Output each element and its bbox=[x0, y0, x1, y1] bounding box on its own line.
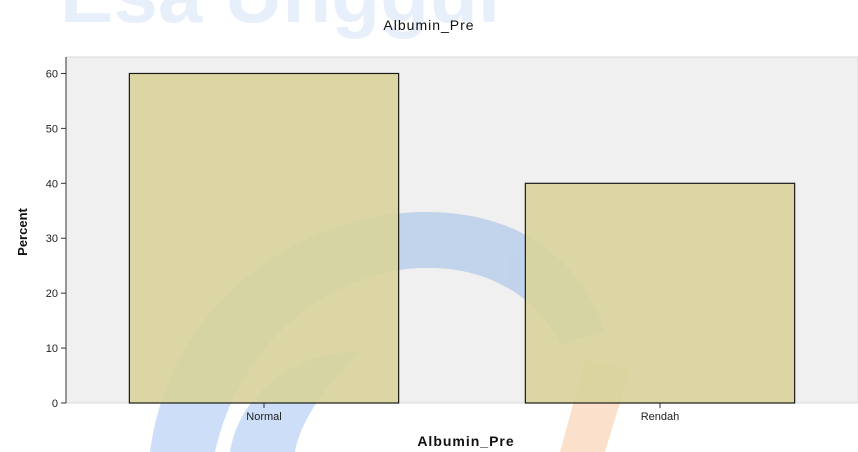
y-axis-title: Percent bbox=[15, 207, 30, 255]
bar-rendah bbox=[524, 182, 796, 404]
y-tick-label: 30 bbox=[46, 233, 58, 245]
x-axis-ticks: Normal Rendah bbox=[246, 403, 679, 423]
y-tick-label: 40 bbox=[46, 178, 58, 190]
y-tick-label: 20 bbox=[46, 288, 58, 300]
x-axis-title: Albumin_Pre bbox=[417, 433, 514, 449]
y-tick-label: 0 bbox=[52, 398, 58, 410]
x-tick-label: Normal bbox=[246, 411, 281, 423]
watermark-text: Esa Unggul bbox=[60, 0, 500, 39]
bar-normal bbox=[128, 72, 400, 404]
bars bbox=[128, 72, 796, 404]
y-tick-label: 60 bbox=[46, 68, 58, 80]
x-tick-label: Rendah bbox=[641, 411, 680, 423]
y-axis-ticks: 0 10 20 30 40 50 60 bbox=[46, 68, 66, 410]
chart-title: Albumin_Pre bbox=[383, 17, 474, 33]
y-tick-label: 10 bbox=[46, 343, 58, 355]
y-tick-label: 50 bbox=[46, 123, 58, 135]
